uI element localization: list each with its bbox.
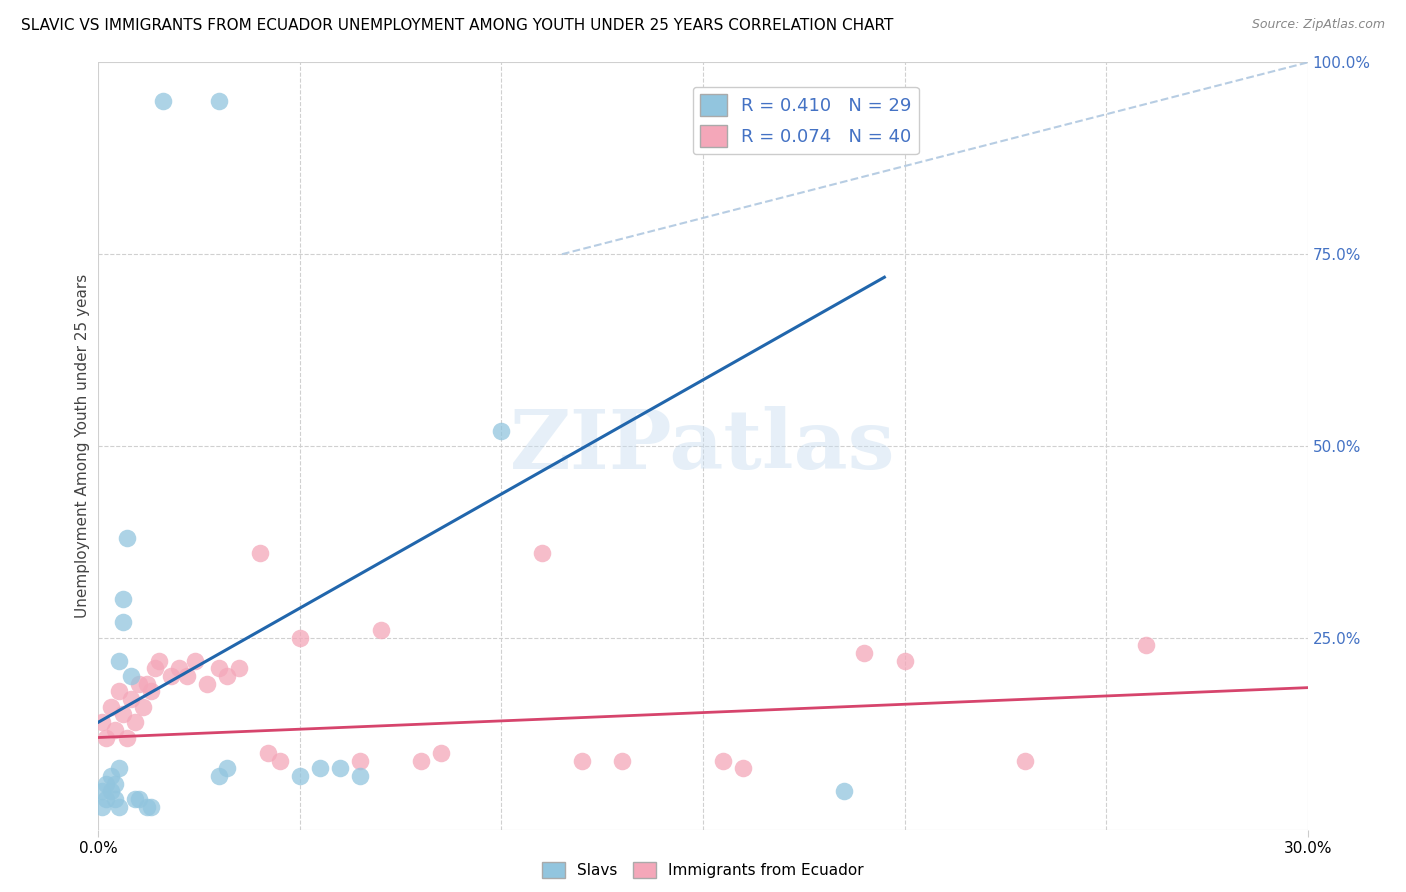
Point [228,661,250,675]
Point [309,761,332,775]
Point [107,684,129,698]
Y-axis label: Unemployment Among Youth under 25 years: Unemployment Among Youth under 25 years [75,274,90,618]
Legend: Slavs, Immigrants from Ecuador: Slavs, Immigrants from Ecuador [536,856,870,884]
Point [288,631,311,645]
Text: ZIPatlas: ZIPatlas [510,406,896,486]
Point [349,754,371,768]
Point [111,707,134,722]
Point [103,776,125,790]
Point [370,623,392,637]
Point [107,654,129,668]
Point [711,754,734,768]
Point [167,661,190,675]
Point [1014,754,1036,768]
Point [91,784,114,798]
Point [571,754,593,768]
Point [329,761,352,775]
Point [115,731,138,745]
Point [160,669,183,683]
Point [128,677,150,691]
Point [832,784,855,798]
Point [91,715,114,730]
Point [853,646,876,660]
Point [152,94,174,108]
Point [120,669,142,683]
Point [217,761,239,775]
Point [107,799,129,814]
Point [115,531,138,545]
Text: SLAVIC VS IMMIGRANTS FROM ECUADOR UNEMPLOYMENT AMONG YOUTH UNDER 25 YEARS CORREL: SLAVIC VS IMMIGRANTS FROM ECUADOR UNEMPL… [21,18,893,33]
Point [430,746,453,760]
Point [124,792,146,806]
Point [612,754,634,768]
Point [148,654,170,668]
Point [96,792,118,806]
Point [491,424,513,438]
Point [208,661,231,675]
Point [135,799,157,814]
Point [132,699,155,714]
Point [139,684,162,698]
Point [103,723,125,737]
Point [139,799,162,814]
Point [184,654,207,668]
Point [893,654,915,668]
Point [100,699,122,714]
Point [107,761,129,775]
Point [96,776,118,790]
Text: Source: ZipAtlas.com: Source: ZipAtlas.com [1251,18,1385,31]
Point [733,761,755,775]
Point [256,746,278,760]
Point [111,592,134,607]
Point [96,731,118,745]
Point [120,692,142,706]
Point [100,784,122,798]
Point [124,715,146,730]
Point [91,799,114,814]
Point [269,754,291,768]
Point [530,546,553,560]
Point [135,677,157,691]
Point [1135,639,1157,653]
Point [217,669,239,683]
Point [143,661,166,675]
Point [288,769,311,783]
Point [195,677,218,691]
Point [111,615,134,630]
Point [409,754,432,768]
Point [349,769,371,783]
Point [128,792,150,806]
Point [100,769,122,783]
Point [208,94,231,108]
Point [249,546,271,560]
Legend: R = 0.410   N = 29, R = 0.074   N = 40: R = 0.410 N = 29, R = 0.074 N = 40 [693,87,920,154]
Point [176,669,198,683]
Point [208,769,231,783]
Point [103,792,125,806]
